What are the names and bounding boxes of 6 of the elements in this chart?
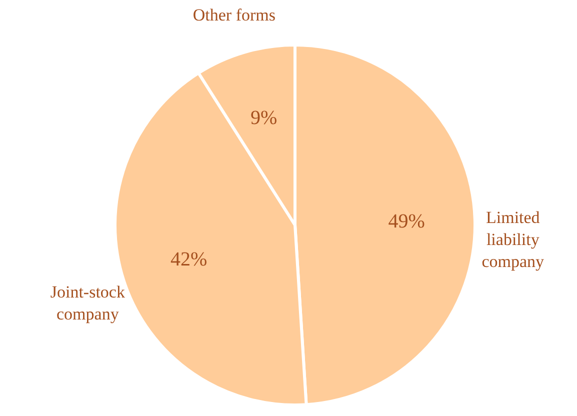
data-label: 9% [250, 106, 278, 129]
slice-label: Joint-stock company [50, 282, 126, 324]
slice-label: Limited liability company [482, 208, 545, 272]
slice-label: Other forms [192, 6, 276, 25]
data-label: 42% [170, 248, 208, 270]
data-label: 49% [388, 210, 425, 232]
